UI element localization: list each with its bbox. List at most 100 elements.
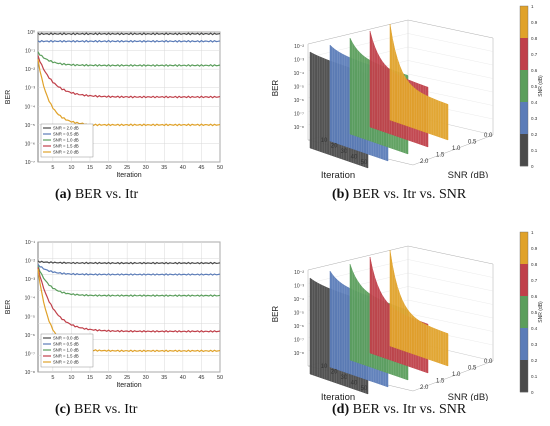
x-tick-label: 20 bbox=[106, 375, 112, 381]
series-line bbox=[37, 59, 221, 127]
colorbar-tick-label: 0.5 bbox=[531, 84, 538, 89]
colorbar-tick-label: 0.7 bbox=[531, 52, 538, 57]
x-tick-label: 10 bbox=[68, 375, 74, 381]
x-tick-label: 30 bbox=[143, 165, 149, 171]
colorbar-frame bbox=[519, 231, 529, 393]
y-axis-label: BER bbox=[5, 90, 12, 104]
grid-line bbox=[407, 46, 494, 66]
x-tick-label: 40 bbox=[180, 165, 186, 171]
colorbar-tick-label: 0.1 bbox=[531, 148, 538, 153]
colorbar-tick-label: 0.2 bbox=[531, 358, 538, 363]
y-tick-label: 10⁻² bbox=[25, 259, 35, 265]
x-tick-label: 30 bbox=[341, 149, 348, 155]
x-tick-label: 40 bbox=[351, 381, 358, 387]
series-line bbox=[37, 260, 221, 265]
colorbar-tick-label: 0.6 bbox=[531, 294, 538, 299]
colorbar-segment bbox=[520, 102, 528, 119]
series-line bbox=[37, 39, 221, 43]
colorbar-segment bbox=[520, 150, 528, 167]
z-axis-label: BER bbox=[271, 80, 280, 97]
x-tick-label: 50 bbox=[217, 165, 223, 171]
series-line bbox=[37, 265, 221, 298]
ber-slab bbox=[389, 249, 449, 367]
colorbar-segment bbox=[520, 232, 528, 249]
legend-label: SNR = 2.0 dB bbox=[53, 150, 79, 155]
series-line bbox=[37, 267, 221, 333]
legend-label: SNR = 0.5 dB bbox=[53, 342, 79, 347]
colorbar-tick-label: 0.2 bbox=[531, 132, 538, 137]
z-tick-label: 10⁻⁷ bbox=[294, 338, 304, 344]
x-tick-label: 25 bbox=[124, 375, 130, 381]
legend-label: SNR = 0.5 dB bbox=[53, 132, 79, 137]
x-tick-label: 20 bbox=[106, 165, 112, 171]
x-tick-label: 10 bbox=[68, 165, 74, 171]
x-axis-label: Iteration bbox=[116, 382, 141, 389]
colorbar-label: SNR (dB) bbox=[538, 301, 544, 323]
colorbar-frame bbox=[519, 5, 529, 167]
x-tick-label: 35 bbox=[161, 165, 167, 171]
caption-b: (b) BER vs. Itr vs. SNR bbox=[332, 187, 467, 202]
colorbar-tick-label: 1 bbox=[531, 4, 534, 9]
y-tick-label: 10⁻⁶ bbox=[25, 333, 35, 339]
caption-c: (c) BER vs. Itr bbox=[55, 402, 138, 417]
colorbar-tick-label: 0.1 bbox=[531, 374, 538, 379]
grid-line bbox=[407, 313, 494, 332]
colorbar-segment bbox=[520, 312, 528, 329]
ber-vs-iteration-chart-c: 10⁻¹ 10⁻² 10⁻³ 10⁻⁴ 10⁻⁵ 10⁻⁶ 10⁻⁷ 10⁻⁸ 5 10 15 20 2… bbox=[5, 240, 223, 389]
colorbar-segment bbox=[520, 280, 528, 297]
x-axis-label: Iteration bbox=[116, 172, 141, 179]
z-tick-label: 10⁻² bbox=[294, 44, 304, 50]
y-tick-label: 10⁻⁷ bbox=[25, 160, 35, 166]
colorbar-segment bbox=[520, 54, 528, 71]
ber-vs-iteration-chart-a: 10⁰ 10⁻¹ 10⁻² 10⁻³ 10⁻⁴ 10⁻⁵ 10⁻⁶ 10⁻⁷ 5 10 15 20 25… bbox=[5, 30, 223, 179]
y-axis-label: SNR (dB) bbox=[448, 392, 489, 401]
colorbar-segment bbox=[520, 296, 528, 313]
series-line bbox=[37, 32, 221, 36]
y-tick-label: 10⁻¹ bbox=[25, 240, 35, 246]
colorbar-tick-label: 0.7 bbox=[531, 278, 538, 283]
colorbar-tick-label: 1 bbox=[531, 230, 534, 235]
y-tick-label: 10⁻⁸ bbox=[25, 370, 35, 376]
z-tick-label: 10⁻³ bbox=[294, 284, 304, 290]
x-tick-label: 30 bbox=[143, 375, 149, 381]
colorbar-tick-label: 0.3 bbox=[531, 342, 538, 347]
x-tick-label: 50 bbox=[217, 375, 223, 381]
y-tick-label: 10⁰ bbox=[27, 30, 35, 36]
colorbar-segment bbox=[520, 38, 528, 55]
z-tick-label: 10⁻⁵ bbox=[294, 85, 304, 91]
y-tick-label: 2.0 bbox=[420, 385, 429, 391]
grid-line bbox=[407, 286, 494, 305]
x-tick-label: 5 bbox=[51, 375, 54, 381]
colorbar-label: SNR (dB) bbox=[538, 75, 544, 97]
z-tick-label: 10⁻² bbox=[294, 270, 304, 276]
legend-label: SNR = 1.5 dB bbox=[53, 354, 79, 359]
ber-3d-chart-d: 10⁻²10⁻³10⁻⁴10⁻⁵10⁻⁶10⁻⁷10⁻⁸BER102030405… bbox=[271, 230, 544, 401]
legend-label: SNR = 2.0 dB bbox=[53, 360, 79, 365]
z-tick-label: 10⁻⁷ bbox=[294, 112, 304, 118]
y-tick-label: 10⁻⁵ bbox=[25, 314, 35, 320]
x-tick-label: 15 bbox=[87, 375, 93, 381]
x-tick-label: 25 bbox=[124, 165, 130, 171]
z-tick-label: 10⁻⁴ bbox=[294, 71, 304, 77]
y-tick-label: 1.5 bbox=[436, 379, 445, 385]
colorbar-segment bbox=[520, 360, 528, 377]
y-tick-label: 0.5 bbox=[468, 366, 477, 372]
y-tick-label: 10⁻² bbox=[25, 67, 35, 73]
y-tick-label: 10⁻⁶ bbox=[25, 141, 35, 147]
colorbar-tick-label: 0.9 bbox=[531, 20, 538, 25]
colorbar-tick-label: 0.6 bbox=[531, 68, 538, 73]
caption-d: (d) BER vs. Itr vs. SNR bbox=[332, 402, 467, 417]
colorbar-segment bbox=[520, 328, 528, 345]
x-tick-label: 15 bbox=[87, 165, 93, 171]
legend-label: SNR = 2.0 dB bbox=[53, 126, 79, 131]
ber-slab bbox=[389, 23, 449, 141]
colorbar-tick-label: 0.5 bbox=[531, 310, 538, 315]
x-tick-label: 35 bbox=[161, 375, 167, 381]
grid-line bbox=[407, 259, 494, 278]
colorbar-segment bbox=[520, 86, 528, 103]
series-line bbox=[37, 51, 221, 67]
grid-line bbox=[407, 33, 494, 52]
colorbar-tick-label: 0.8 bbox=[531, 262, 538, 267]
colorbar-segment bbox=[520, 248, 528, 265]
y-tick-label: 10⁻³ bbox=[25, 277, 35, 283]
